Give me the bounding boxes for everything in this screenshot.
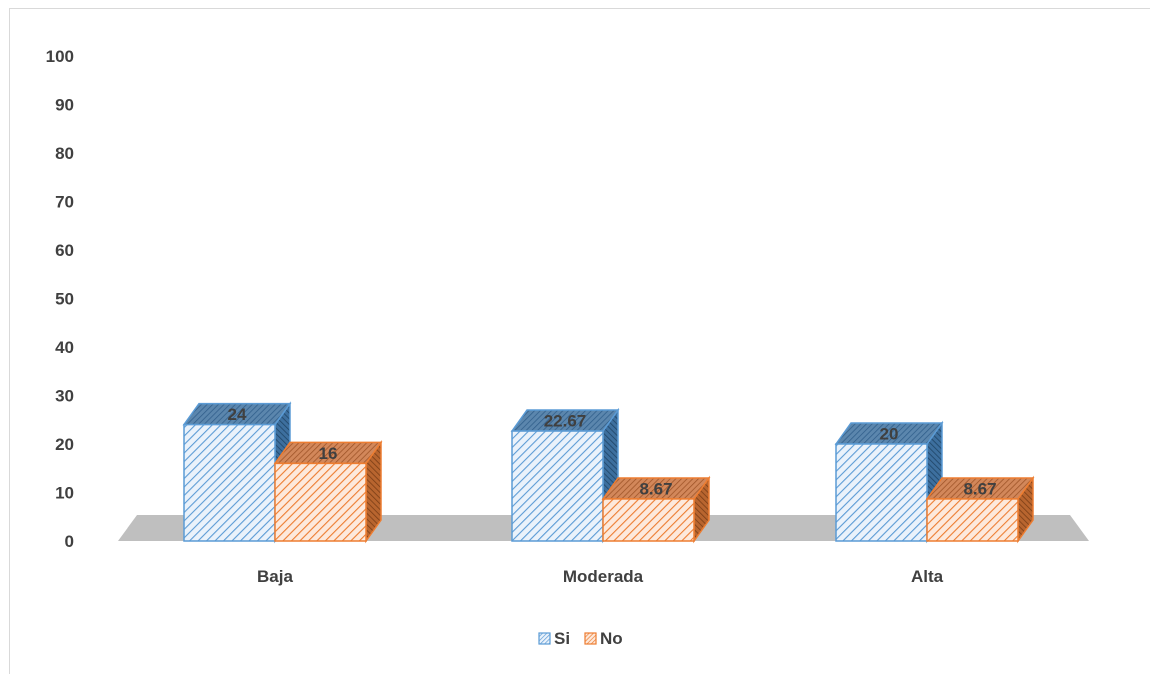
y-tick-label: 80 xyxy=(55,144,74,163)
y-axis: 0 10 20 30 40 50 60 70 80 90 100 xyxy=(46,47,74,551)
x-tick-label-moderada: Moderada xyxy=(563,567,644,586)
bar-front-face xyxy=(511,430,604,542)
data-label-si-moderada: 22.67 xyxy=(544,412,587,431)
legend-swatch-si xyxy=(538,632,551,645)
bar-front-face xyxy=(602,498,695,542)
bar-si-baja xyxy=(182,401,292,544)
legend-item-no[interactable]: No xyxy=(584,629,623,648)
bar-front-face xyxy=(274,462,367,542)
legend-label-no: No xyxy=(600,629,623,648)
bars xyxy=(182,401,1035,544)
bar-front-face xyxy=(835,443,928,542)
y-tick-label: 70 xyxy=(55,193,74,212)
data-label-no-alta: 8.67 xyxy=(963,479,996,498)
x-tick-label-baja: Baja xyxy=(257,567,293,586)
y-tick-label: 50 xyxy=(55,290,74,309)
bar-no-moderada xyxy=(601,475,711,544)
bar-no-baja xyxy=(273,440,383,544)
data-labels: 24 16 22.67 8.67 20 8.67 xyxy=(228,405,997,498)
bar-front-face xyxy=(183,423,276,542)
y-tick-label: 10 xyxy=(55,484,74,503)
legend-item-si[interactable]: Si xyxy=(538,629,570,648)
chart-frame xyxy=(9,8,1150,674)
bar-si-moderada xyxy=(510,407,620,544)
legend[interactable]: Si No xyxy=(538,629,623,648)
legend-label-si: Si xyxy=(554,629,570,648)
bar-no-alta xyxy=(925,475,1035,544)
data-label-no-moderada: 8.67 xyxy=(639,479,672,498)
data-label-no-baja: 16 xyxy=(319,444,338,463)
bar-front-face xyxy=(926,498,1019,542)
y-tick-label: 100 xyxy=(46,47,74,66)
y-tick-label: 30 xyxy=(55,387,74,406)
y-tick-label: 40 xyxy=(55,338,74,357)
legend-swatch-no xyxy=(584,632,597,645)
x-axis: Baja Moderada Alta xyxy=(257,567,944,586)
y-tick-label: 60 xyxy=(55,241,74,260)
data-label-si-baja: 24 xyxy=(228,405,247,424)
x-tick-label-alta: Alta xyxy=(911,567,944,586)
y-tick-label: 90 xyxy=(55,96,74,115)
y-tick-label: 0 xyxy=(65,532,74,551)
data-label-si-alta: 20 xyxy=(880,425,899,444)
y-tick-label: 20 xyxy=(55,435,74,454)
